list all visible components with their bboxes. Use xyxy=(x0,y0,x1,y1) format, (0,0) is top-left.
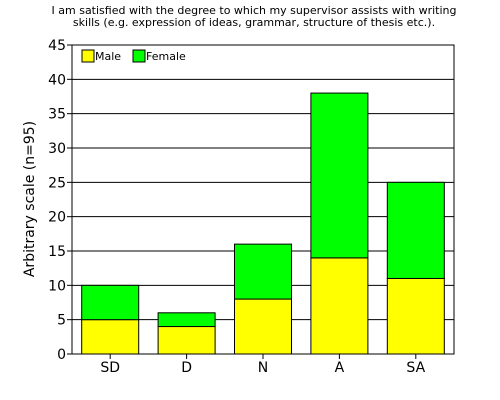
y-tick-label: 25 xyxy=(48,175,66,191)
chart-title-line-1: I am satisfied with the degree to which … xyxy=(52,4,457,17)
legend-swatch-male xyxy=(81,49,95,63)
x-tick-label-n: N xyxy=(258,360,268,376)
y-tick-label: 20 xyxy=(48,210,66,226)
legend-label-female: Female xyxy=(146,50,186,63)
bars xyxy=(81,92,445,355)
bar-male-d xyxy=(157,326,216,355)
x-tick-label-sa: SA xyxy=(406,360,425,376)
y-tick-label: 10 xyxy=(48,278,66,294)
bar-female-sd xyxy=(81,284,140,321)
y-tick-label: 30 xyxy=(48,141,66,157)
y-tick-label: 0 xyxy=(57,347,66,363)
x-tick-label-a: A xyxy=(335,360,345,376)
x-tick-label-d: D xyxy=(181,360,192,376)
legend-swatch-female xyxy=(132,49,146,63)
bar-male-sd xyxy=(81,319,140,355)
y-axis-ticks: 0 5 10 15 20 25 30 35 40 45 xyxy=(48,38,72,363)
y-tick-label: 35 xyxy=(48,107,66,123)
legend-label-male: Male xyxy=(95,50,121,63)
bar-female-a xyxy=(310,92,369,259)
x-tick-label-sd: SD xyxy=(100,360,120,376)
bar-male-sa xyxy=(386,277,445,355)
bar-female-sa xyxy=(386,181,445,279)
legend: Male Female xyxy=(81,49,186,63)
bar-female-d xyxy=(157,312,216,328)
y-tick-label: 40 xyxy=(48,72,66,88)
y-tick-label: 15 xyxy=(48,244,66,260)
y-tick-label: 5 xyxy=(57,313,66,329)
chart-title: I am satisfied with the degree to which … xyxy=(52,4,457,29)
y-tick-label: 45 xyxy=(48,38,66,54)
bar-female-n xyxy=(234,243,292,300)
chart-title-line-2: skills (e.g. expression of ideas, gramma… xyxy=(73,16,435,29)
bar-male-a xyxy=(310,257,369,355)
y-axis-label: Arbitrary scale (n=95) xyxy=(22,121,38,277)
bar-male-n xyxy=(234,298,292,355)
x-axis-ticks: SD D N A SA xyxy=(100,354,426,376)
